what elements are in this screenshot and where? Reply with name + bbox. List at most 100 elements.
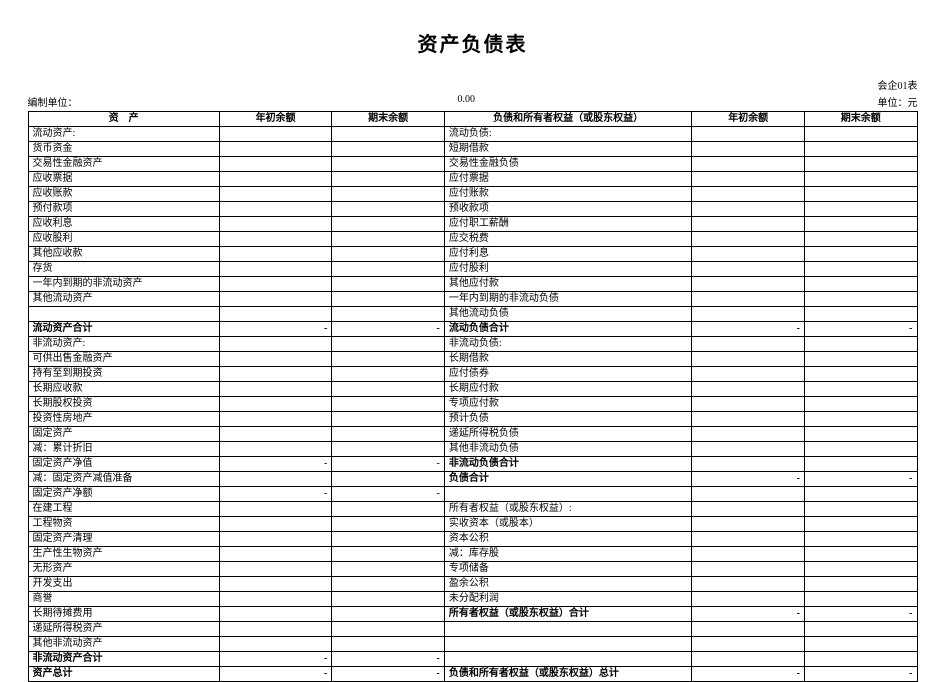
liab-begin xyxy=(692,307,805,322)
liab-begin xyxy=(692,517,805,532)
asset-label: 应收利息 xyxy=(28,217,219,232)
asset-end xyxy=(332,217,445,232)
asset-begin xyxy=(219,217,332,232)
table-row: 货币资金短期借款 xyxy=(28,142,917,157)
liab-begin xyxy=(692,622,805,637)
liab-end xyxy=(804,337,917,352)
asset-end xyxy=(332,592,445,607)
asset-label: 其他流动资产 xyxy=(28,292,219,307)
asset-begin xyxy=(219,202,332,217)
asset-end xyxy=(332,277,445,292)
liab-end xyxy=(804,292,917,307)
liab-end xyxy=(804,517,917,532)
liab-end xyxy=(804,127,917,142)
liab-end: - xyxy=(804,472,917,487)
liab-label: 流动负债: xyxy=(444,127,692,142)
liab-label: 长期应付款 xyxy=(444,382,692,397)
liab-label xyxy=(444,622,692,637)
table-row: 固定资产清理资本公积 xyxy=(28,532,917,547)
liab-label: 专项应付款 xyxy=(444,397,692,412)
asset-begin xyxy=(219,607,332,622)
liab-end xyxy=(804,262,917,277)
asset-begin xyxy=(219,187,332,202)
asset-end xyxy=(332,352,445,367)
form-code: 会企01表 xyxy=(473,77,918,92)
liab-begin xyxy=(692,202,805,217)
table-row: 应收利息 应付职工薪酬 xyxy=(28,217,917,232)
asset-begin: - xyxy=(219,457,332,472)
liab-end xyxy=(804,217,917,232)
liab-begin: - xyxy=(692,607,805,622)
asset-label: 预付款项 xyxy=(28,202,219,217)
asset-begin xyxy=(219,532,332,547)
meta-row-top: 会企01表 xyxy=(28,77,918,92)
asset-label: 开发支出 xyxy=(28,577,219,592)
asset-end xyxy=(332,367,445,382)
table-row: 其他流动负债 xyxy=(28,307,917,322)
liab-label: 其他非流动负债 xyxy=(444,442,692,457)
asset-begin xyxy=(219,547,332,562)
col-end2: 期末余额 xyxy=(804,112,917,127)
table-row: 长期应收款 长期应付款 xyxy=(28,382,917,397)
col-liab: 负债和所有者权益（或股东权益） xyxy=(444,112,692,127)
asset-begin xyxy=(219,397,332,412)
liab-begin xyxy=(692,382,805,397)
liab-end xyxy=(804,562,917,577)
asset-label: 生产性生物资产 xyxy=(28,547,219,562)
table-row: 其他非流动资产 xyxy=(28,637,917,652)
asset-end xyxy=(332,247,445,262)
asset-begin xyxy=(219,412,332,427)
asset-begin xyxy=(219,127,332,142)
liab-begin xyxy=(692,532,805,547)
asset-end xyxy=(332,307,445,322)
liab-end xyxy=(804,157,917,172)
asset-label: 持有至到期投资 xyxy=(28,367,219,382)
asset-begin xyxy=(219,622,332,637)
liab-begin xyxy=(692,442,805,457)
liab-begin xyxy=(692,367,805,382)
asset-end xyxy=(332,442,445,457)
asset-end xyxy=(332,502,445,517)
table-row: 预付款项预收款项 xyxy=(28,202,917,217)
liab-label: 应付职工薪酬 xyxy=(444,217,692,232)
asset-end xyxy=(332,262,445,277)
liab-begin xyxy=(692,412,805,427)
table-row: 交易性金融资产交易性金融负债 xyxy=(28,157,917,172)
asset-end xyxy=(332,142,445,157)
liab-begin xyxy=(692,247,805,262)
table-row: 生产性生物资产减：库存股 xyxy=(28,547,917,562)
liab-end xyxy=(804,547,917,562)
table-row: 商誉未分配利润 xyxy=(28,592,917,607)
liab-end xyxy=(804,382,917,397)
liab-label: 应付债券 xyxy=(444,367,692,382)
col-end: 期末余额 xyxy=(332,112,445,127)
asset-label: 无形资产 xyxy=(28,562,219,577)
balance-sheet: 资产负债表 会企01表 编制单位： 0.00 单位：元 资 产 年初余额 期末余… xyxy=(28,28,918,682)
table-row: 可供出售金融资产长期借款 xyxy=(28,352,917,367)
asset-label: 一年内到期的非流动资产 xyxy=(28,277,219,292)
liab-label: 长期借款 xyxy=(444,352,692,367)
asset-label: 固定资产清理 xyxy=(28,532,219,547)
table-row: 长期股权投资专项应付款 xyxy=(28,397,917,412)
table-row: 应收票据应付票据 xyxy=(28,172,917,187)
table-row: 减：固定资产减值准备负债合计-- xyxy=(28,472,917,487)
liab-begin xyxy=(692,547,805,562)
liab-label: 其他应付款 xyxy=(444,277,692,292)
asset-label: 长期应收款 xyxy=(28,382,219,397)
table-header-row: 资 产 年初余额 期末余额 负债和所有者权益（或股东权益） 年初余额 期末余额 xyxy=(28,112,917,127)
table-row: 长期待摊费用所有者权益（或股东权益）合计-- xyxy=(28,607,917,622)
liab-begin xyxy=(692,652,805,667)
liab-end xyxy=(804,367,917,382)
liab-begin xyxy=(692,232,805,247)
liab-label: 实收资本（或股本） xyxy=(444,517,692,532)
asset-begin xyxy=(219,382,332,397)
asset-label: 固定资产 xyxy=(28,427,219,442)
asset-end xyxy=(332,532,445,547)
liab-label: 递延所得税负债 xyxy=(444,427,692,442)
asset-begin xyxy=(219,232,332,247)
asset-begin: - xyxy=(219,487,332,502)
table-row: 固定资产净值--非流动负债合计 xyxy=(28,457,917,472)
asset-end xyxy=(332,622,445,637)
asset-end xyxy=(332,202,445,217)
liab-end xyxy=(804,202,917,217)
